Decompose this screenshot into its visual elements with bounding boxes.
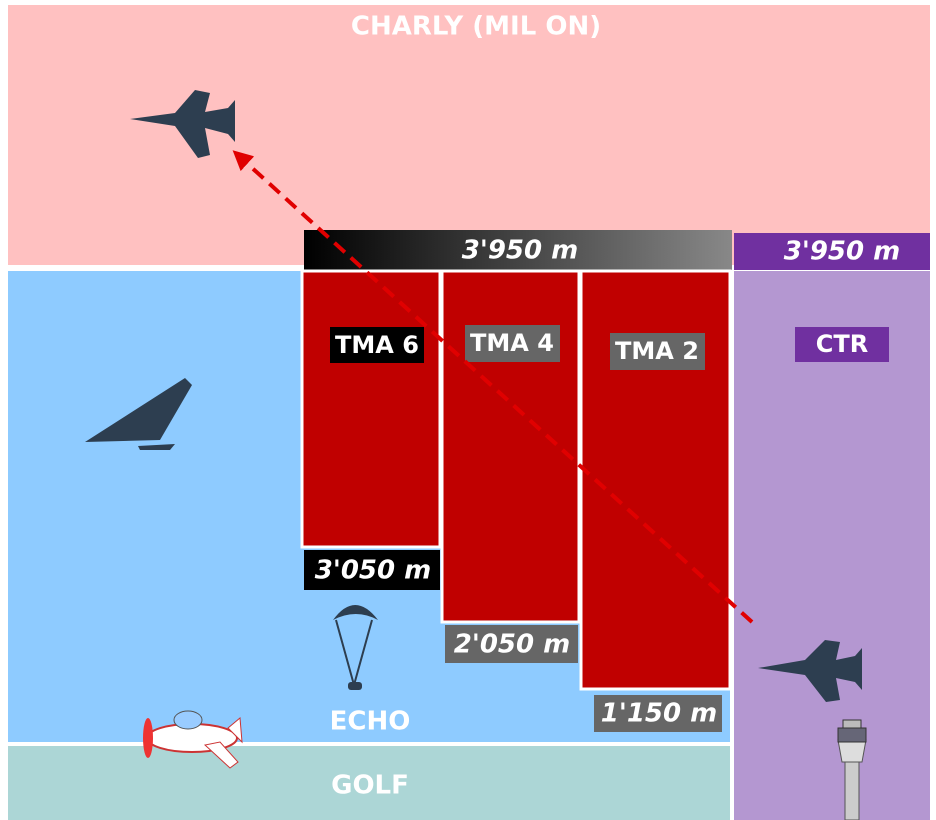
- paraglider-pilot: [348, 682, 362, 690]
- tma4-zone: [442, 271, 579, 622]
- golf-label: GOLF: [331, 771, 409, 801]
- tma6-zone: [302, 271, 440, 547]
- charly-label: CHARLY (MIL ON): [351, 12, 601, 42]
- echo-label: ECHO: [330, 707, 411, 737]
- tma4-label: TMA 4: [470, 329, 554, 357]
- tma6-floor: 3'050 m: [315, 556, 431, 586]
- tma-ceiling: 3'950 m: [462, 236, 578, 266]
- ctr-label: CTR: [816, 330, 868, 358]
- airspace-diagram: CHARLY (MIL ON) ECHO GOLF TMA 6 TMA 4 TM…: [0, 0, 936, 820]
- tma6-label: TMA 6: [335, 331, 419, 359]
- tma2-floor: 1'150 m: [601, 699, 717, 729]
- charly-zone: [8, 5, 930, 265]
- tma4-floor: 2'050 m: [454, 630, 570, 660]
- tma2-label: TMA 2: [615, 337, 699, 365]
- ctr-ceiling: 3'950 m: [784, 237, 900, 267]
